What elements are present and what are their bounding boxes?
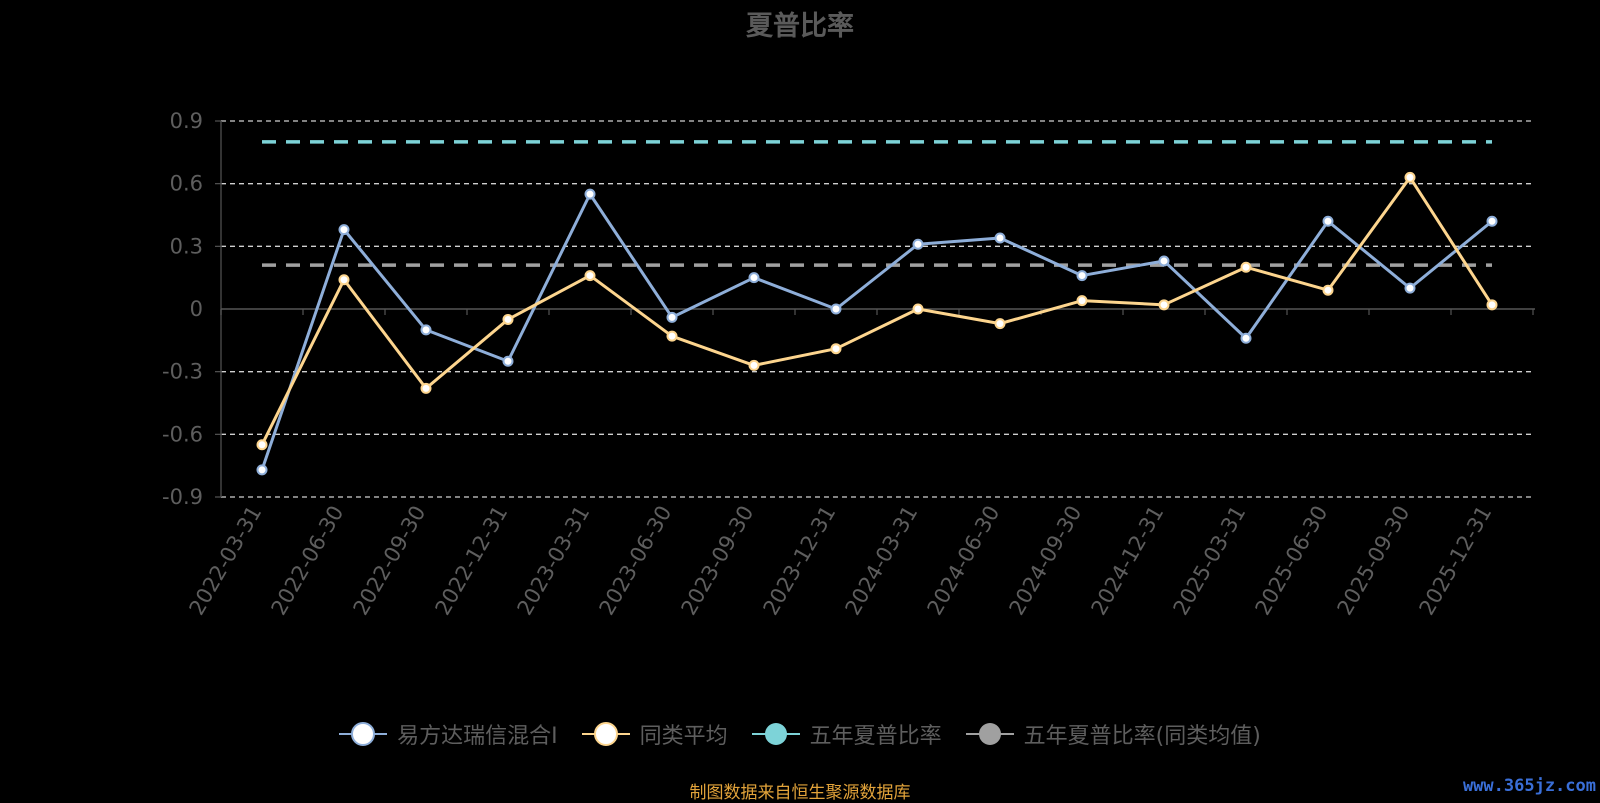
series-line-fund (260, 192, 1493, 471)
y-tick-label: 0.3 (170, 234, 203, 258)
x-tick-label: 2025-09-30 (1333, 502, 1415, 620)
data-source-note: 制图数据来自恒生聚源数据库 (689, 783, 911, 803)
data-point-fund (1486, 215, 1498, 227)
data-point-fund (1240, 332, 1252, 344)
x-tick-label: 2024-03-31 (841, 502, 923, 620)
x-tick-label: 2023-06-30 (595, 502, 677, 620)
x-tick-label: 2025-03-31 (1169, 502, 1251, 620)
x-tick-label: 2024-06-30 (923, 502, 1005, 620)
x-tick-label: 2022-06-30 (267, 502, 349, 620)
x-tick-label: 2022-09-30 (349, 502, 431, 620)
legend-item-peer-average[interactable]: 同类平均 (581, 718, 728, 750)
data-point-fund (830, 303, 842, 315)
x-tick-label: 2024-09-30 (1005, 502, 1087, 620)
data-point-fund (420, 324, 432, 336)
x-tick-label: 2025-06-30 (1251, 502, 1333, 620)
data-point-peer-average (584, 270, 596, 282)
data-point-peer-average (502, 313, 514, 325)
x-tick-label: 2024-12-31 (1087, 502, 1169, 620)
data-point-fund (338, 224, 350, 236)
data-point-peer-average (256, 439, 268, 451)
x-tick-label: 2023-12-31 (759, 502, 841, 620)
data-point-peer-average (1076, 295, 1088, 307)
y-tick-label: 0.9 (170, 109, 203, 133)
data-point-fund (1322, 215, 1334, 227)
data-point-peer-average (666, 330, 678, 342)
data-point-peer-average (420, 382, 432, 394)
y-tick-label: -0.9 (162, 485, 203, 509)
legend-item-fund[interactable]: 易方达瑞信混合I (339, 718, 558, 750)
legend-marker-five-year-sharpe-peer (965, 723, 1014, 745)
data-point-fund (1404, 282, 1416, 294)
y-tick-label: 0.6 (170, 172, 203, 196)
legend-marker-fund (339, 722, 388, 746)
legend-item-five-year-sharpe[interactable]: 五年夏普比率 (751, 718, 942, 750)
data-point-fund (748, 272, 760, 284)
data-point-fund (666, 311, 678, 323)
data-point-fund (256, 464, 268, 476)
series-line-peer-average (260, 175, 1494, 446)
y-tick-label: 0 (190, 297, 203, 321)
legend-marker-five-year-sharpe (751, 723, 800, 745)
x-tick-label: 2022-03-31 (185, 502, 267, 620)
legend-item-five-year-sharpe-peer[interactable]: 五年夏普比率(同类均值) (965, 718, 1261, 750)
data-point-peer-average (830, 343, 842, 355)
legend-label-five-year-sharpe: 五年夏普比率 (809, 724, 942, 749)
data-point-peer-average (1240, 261, 1252, 273)
y-tick-label: -0.6 (162, 422, 203, 446)
x-tick-label: 2023-09-30 (677, 502, 759, 620)
chart-title: 夏普比率 (746, 11, 854, 42)
x-tick-label: 2023-03-31 (513, 502, 595, 620)
data-point-peer-average (1158, 299, 1170, 311)
x-tick-label: 2022-12-31 (431, 502, 513, 620)
data-point-peer-average (994, 318, 1006, 330)
legend-marker-peer-average (581, 722, 630, 746)
data-point-fund (1076, 270, 1088, 282)
y-tick-label: -0.3 (162, 360, 203, 384)
legend-label-five-year-sharpe-peer: 五年夏普比率(同类均值) (1023, 724, 1261, 749)
data-point-fund (502, 355, 514, 367)
data-point-fund (994, 232, 1006, 244)
legend-label-peer-average: 同类平均 (639, 724, 728, 749)
data-point-peer-average (1322, 284, 1334, 296)
data-point-peer-average (1486, 299, 1498, 311)
data-point-peer-average (748, 359, 760, 371)
legend-label-fund: 易方达瑞信混合I (397, 724, 558, 749)
legend: 易方达瑞信混合I 同类平均 五年夏普比率 五年夏普比率(同类均值) (0, 718, 1600, 750)
watermark: www.365jz.com (1462, 776, 1596, 796)
data-point-fund (584, 188, 596, 200)
data-point-fund (1158, 255, 1170, 267)
data-point-peer-average (338, 274, 350, 286)
x-tick-label: 2025-12-31 (1415, 502, 1497, 620)
data-point-fund (912, 238, 924, 250)
data-point-peer-average (912, 303, 924, 315)
data-point-peer-average (1404, 171, 1416, 183)
